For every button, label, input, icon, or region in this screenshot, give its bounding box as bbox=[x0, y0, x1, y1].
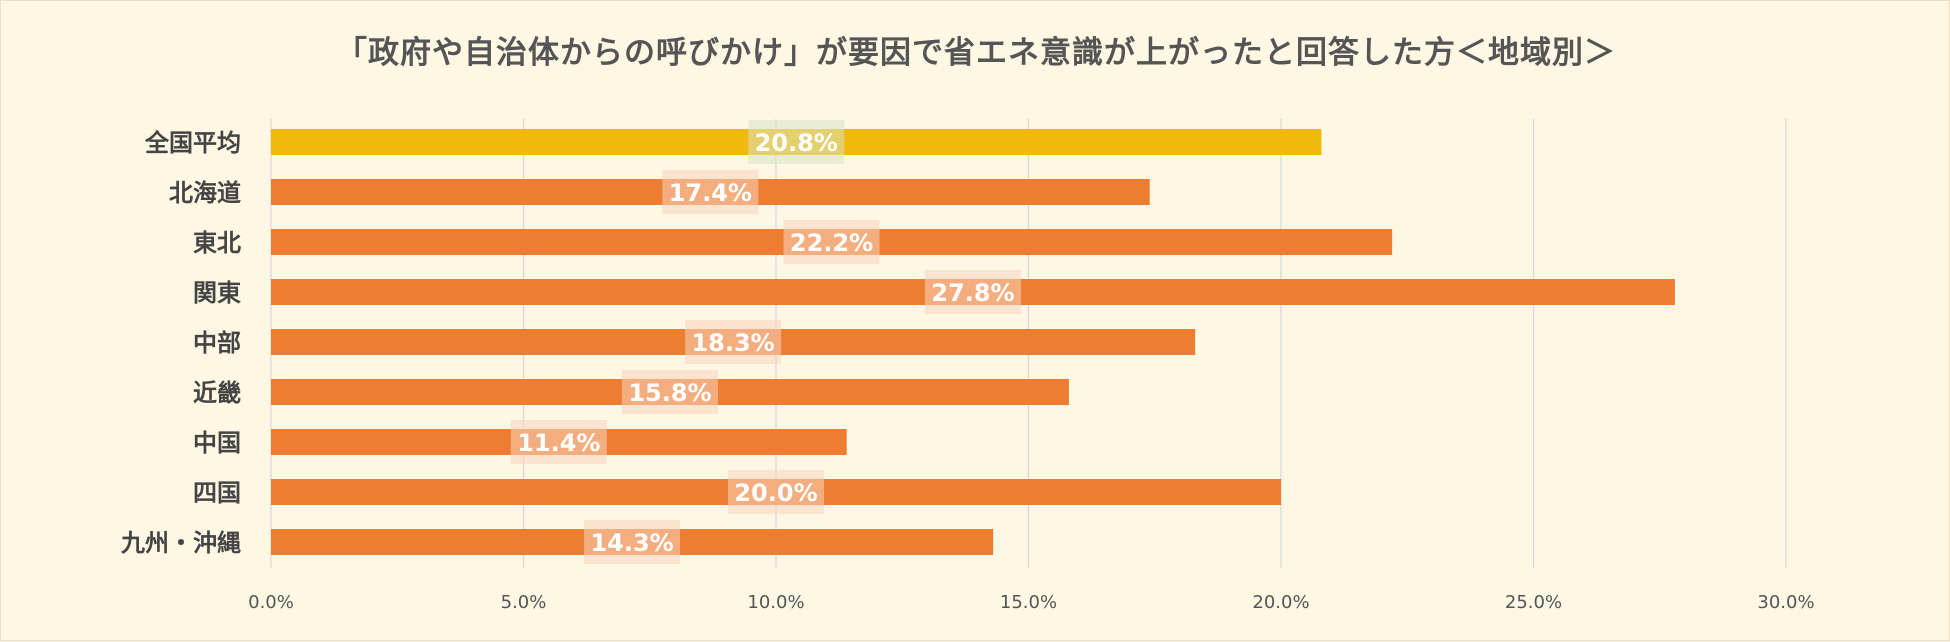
data-label: 17.4% bbox=[669, 179, 752, 207]
data-label: 20.0% bbox=[734, 479, 817, 507]
data-label-box bbox=[783, 220, 880, 264]
data-label-box bbox=[510, 420, 607, 464]
chart-title: 「政府や自治体からの呼びかけ」が要因で省エネ意識が上がったと回答した方＜地域別＞ bbox=[336, 35, 1616, 71]
x-tick-label: 0.0% bbox=[248, 592, 294, 613]
category-label: 中国 bbox=[193, 429, 241, 457]
x-tick-label: 15.0% bbox=[1000, 592, 1057, 613]
x-tick-label: 25.0% bbox=[1505, 592, 1562, 613]
category-label: 関東 bbox=[193, 279, 241, 307]
category-label: 北海道 bbox=[169, 179, 241, 207]
data-label: 18.3% bbox=[691, 329, 774, 357]
data-label-box bbox=[728, 470, 824, 514]
category-label: 中部 bbox=[193, 329, 241, 357]
category-label: 全国平均 bbox=[144, 129, 241, 157]
data-label: 27.8% bbox=[931, 279, 1014, 307]
data-label: 14.3% bbox=[590, 529, 673, 557]
data-label-box bbox=[621, 370, 718, 414]
data-label: 11.4% bbox=[517, 429, 600, 457]
category-label: 近畿 bbox=[193, 379, 241, 407]
x-tick-label: 30.0% bbox=[1757, 592, 1814, 613]
category-label: 九州・沖縄 bbox=[120, 529, 241, 557]
x-tick-label: 10.0% bbox=[747, 592, 804, 613]
data-label-box bbox=[584, 520, 681, 564]
x-tick-label: 20.0% bbox=[1252, 592, 1309, 613]
category-label: 東北 bbox=[193, 229, 241, 257]
bars bbox=[271, 129, 1675, 555]
data-label-box bbox=[662, 170, 759, 214]
data-label-box bbox=[685, 320, 782, 364]
data-label: 22.2% bbox=[790, 229, 873, 257]
x-tick-label: 5.0% bbox=[501, 592, 547, 613]
data-label-box bbox=[924, 270, 1021, 314]
data-label: 20.8% bbox=[755, 129, 838, 157]
data-label: 15.8% bbox=[628, 379, 711, 407]
labels: 0.0% 5.0% 10.0% 15.0% 20.0% 25.0% 30.0% 全国平均 20.… bbox=[120, 120, 1815, 613]
data-label-box bbox=[748, 120, 845, 164]
category-label: 四国 bbox=[193, 479, 241, 507]
